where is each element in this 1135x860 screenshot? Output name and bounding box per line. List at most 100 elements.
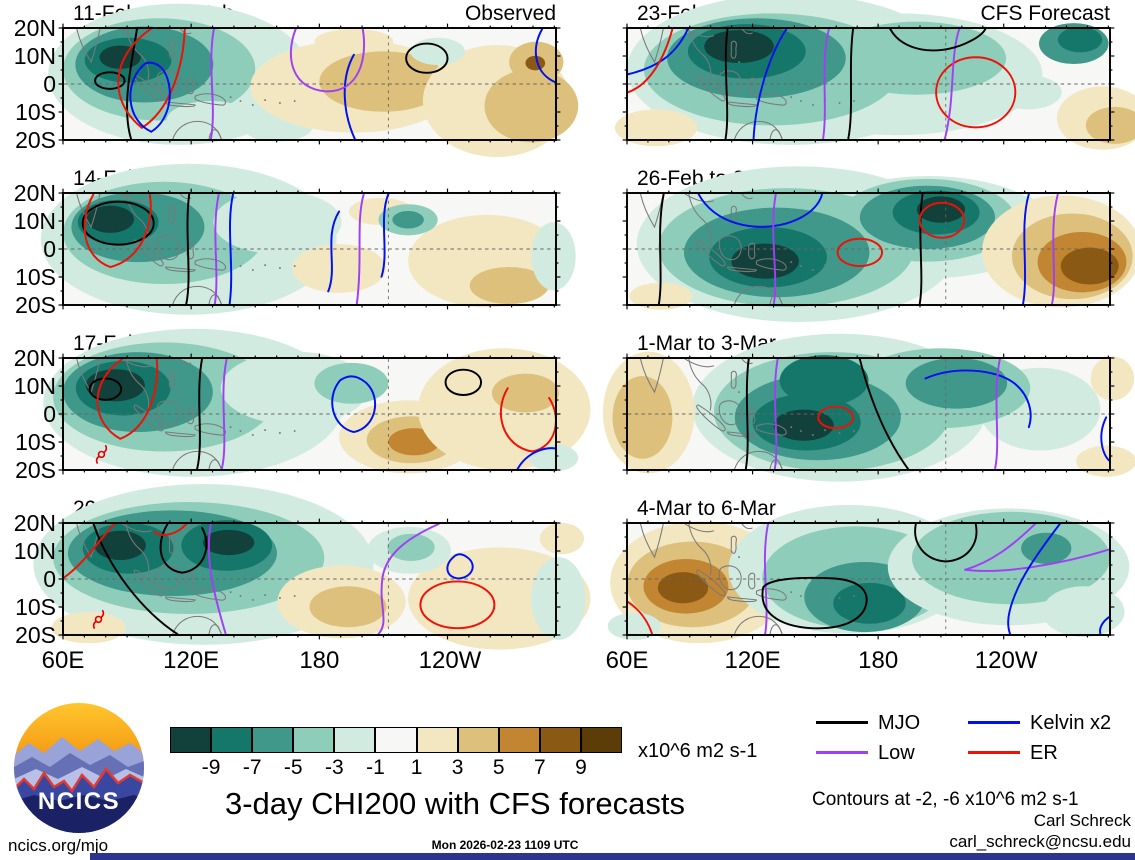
mjo-contour <box>185 193 191 305</box>
axis-ticks <box>622 518 1115 640</box>
yaxis-tick-label: 20N <box>13 180 56 206</box>
kelvin-contour <box>1099 615 1111 635</box>
low-contour <box>773 358 779 470</box>
legend-line-low <box>816 751 868 754</box>
axis-ticks <box>58 188 561 310</box>
kelvin-contour <box>1007 523 1061 635</box>
kelvin-contour <box>752 28 788 140</box>
colorbar-tick-label: 9 <box>575 756 587 779</box>
panel-title: 1-Mar to 3-Mar <box>637 332 776 355</box>
colorbar <box>170 727 623 753</box>
colorbar-cell <box>539 727 581 753</box>
coastlines <box>640 193 855 306</box>
map-svg <box>33 484 591 650</box>
colorbar-tick-label: -9 <box>201 756 221 779</box>
axis-ticks <box>58 518 561 640</box>
colorbar-tick-label: -1 <box>366 756 385 779</box>
er-contour <box>63 523 116 579</box>
site-link: ncics.org/mjo <box>8 836 109 855</box>
low-contour <box>377 523 440 635</box>
kelvin-contour <box>446 553 474 580</box>
er-contour <box>627 28 674 94</box>
low-contour <box>772 193 777 305</box>
low-contour <box>763 523 770 635</box>
credit-email: carl_schreck@ncsu.edu <box>949 832 1131 851</box>
colorbar-units: x10^6 m2 s-1 <box>638 740 758 762</box>
colorbar-tick-label: 1 <box>410 756 423 779</box>
low-contour <box>964 523 1037 571</box>
mjo-contour <box>761 576 868 630</box>
low-contour <box>220 358 228 470</box>
legend-line-mjo <box>816 721 868 724</box>
low-contour <box>964 548 1111 572</box>
kelvin-contour <box>327 210 341 293</box>
map-svg <box>40 163 576 315</box>
axis-ticks <box>622 23 1115 145</box>
yaxis-tick-label: 20S <box>15 127 56 153</box>
map-svg <box>607 504 1130 644</box>
ncics-logo: NCICS <box>14 703 144 833</box>
xaxis-tick-label: 120W <box>974 647 1038 674</box>
er-contour <box>117 28 186 130</box>
yaxis-tick-label: 20N <box>13 510 56 536</box>
yaxis-tick-label: 0 <box>43 566 56 592</box>
contours-note: Contours at -2, -6 x10^6 m2 s-1 <box>812 789 1079 810</box>
axis-ticks <box>622 188 1115 310</box>
coastlines <box>76 28 296 141</box>
coastlines <box>640 28 855 141</box>
xaxis-tick-label: 180 <box>858 647 899 674</box>
yaxis-tick-label: 10N <box>13 208 56 234</box>
low-contour <box>994 358 1001 470</box>
yaxis-tick-label: 20S <box>15 457 56 483</box>
xaxis-tick-label: 120E <box>163 647 220 674</box>
xaxis-tick-label: 120E <box>724 647 781 674</box>
er-contour <box>83 193 152 269</box>
colorbar-tick-label: 7 <box>533 756 546 779</box>
yaxis-tick-label: 10S <box>15 594 56 620</box>
kelvin-contour <box>1022 193 1030 305</box>
yaxis-tick-label: 10N <box>13 43 56 69</box>
yaxis-tick-label: 10N <box>13 373 56 399</box>
mjo-contour <box>914 523 978 563</box>
yaxis-tick-label: 20N <box>13 15 56 41</box>
bottom-banner-strip <box>90 853 1135 860</box>
yaxis-tick-label: 0 <box>43 71 56 97</box>
er-contour <box>627 600 654 635</box>
er-contour <box>836 237 883 268</box>
panel-corner-label: Observed <box>464 2 556 25</box>
mjo-contour <box>744 358 750 470</box>
mjo-contour <box>657 193 665 305</box>
mjo-contour <box>405 42 449 74</box>
low-contour <box>209 28 215 140</box>
legend-label-mjo: MJO <box>878 712 921 734</box>
legend-label-low: Low <box>878 742 915 764</box>
colorbar-cell <box>252 727 294 753</box>
yaxis-tick-label: 10N <box>13 538 56 564</box>
yaxis-tick-label: 10S <box>15 264 56 290</box>
low-contour <box>822 28 830 140</box>
panel-corner-label: CFS Forecast <box>980 2 1110 25</box>
colorbar-cell <box>416 727 458 753</box>
mjo-contour <box>858 358 910 470</box>
mjo-contour <box>159 523 208 574</box>
xaxis-tick-label: 120W <box>418 647 482 674</box>
kelvin-contour <box>129 61 171 133</box>
colorbar-cell <box>211 727 253 753</box>
tropical-cyclone-icon <box>92 609 105 630</box>
yaxis-tick-label: 20S <box>15 622 56 648</box>
yaxis-tick-label: 0 <box>43 401 56 427</box>
er-contour <box>419 580 496 630</box>
kelvin-contour <box>516 447 557 470</box>
colorbar-cell <box>293 727 335 753</box>
colorbar-cell <box>580 727 623 753</box>
panel-title: 4-Mar to 6-Mar <box>637 497 776 520</box>
kelvin-contour <box>627 28 689 76</box>
axis-ticks <box>58 353 561 475</box>
axis-ticks <box>58 23 561 145</box>
coastlines <box>640 523 855 636</box>
yaxis-tick-label: 10S <box>15 429 56 455</box>
kelvin-contour <box>924 369 1032 429</box>
mjo-contour <box>724 28 729 140</box>
coastlines <box>640 358 855 471</box>
low-contour <box>943 28 961 140</box>
